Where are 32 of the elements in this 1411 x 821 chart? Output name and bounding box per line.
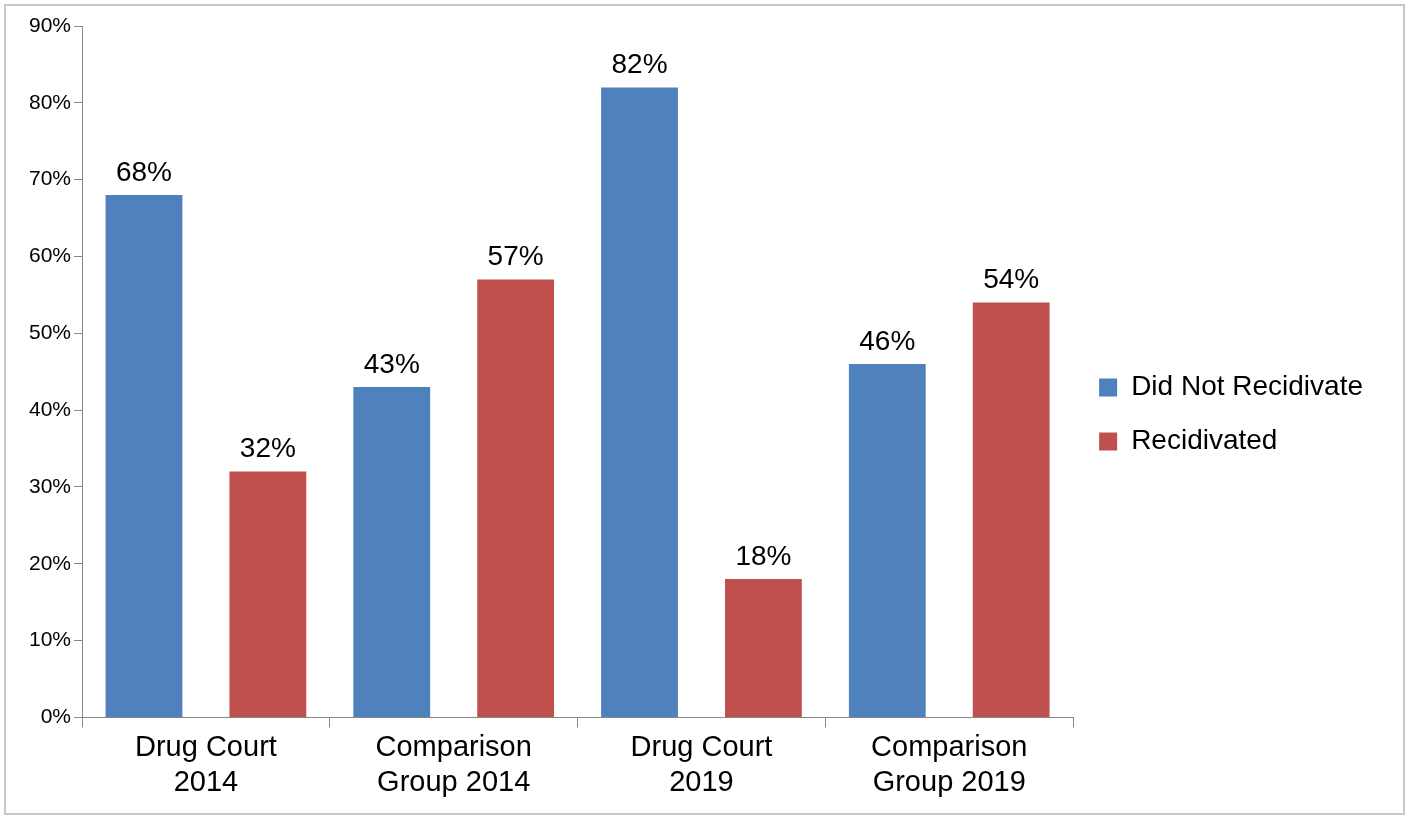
x-tick-label: Comparison Group 2019 <box>871 729 1028 797</box>
bar <box>601 87 678 717</box>
y-tick-label: 70% <box>29 166 72 190</box>
y-tick-label: 90% <box>29 12 72 36</box>
x-tick-label: Drug Court 2014 <box>135 729 277 797</box>
data-label: 46% <box>859 324 916 356</box>
bar <box>848 364 926 717</box>
y-tick-label: 20% <box>29 550 72 574</box>
data-label: 43% <box>363 347 420 379</box>
y-tick-label: 0% <box>40 704 72 728</box>
data-label: 18% <box>735 539 792 571</box>
data-label: 57% <box>487 240 544 272</box>
legend-label: Did Not Recidivate <box>1131 370 1363 402</box>
bar <box>725 579 802 717</box>
data-label: 54% <box>983 263 1040 295</box>
data-label: 68% <box>115 155 172 187</box>
data-label: 82% <box>611 48 668 80</box>
data-label: 32% <box>239 432 296 464</box>
y-tick-label: 40% <box>29 396 72 420</box>
x-tick-label: Comparison Group 2014 <box>375 729 532 797</box>
bar <box>477 279 555 717</box>
y-tick-label: 80% <box>29 89 72 113</box>
y-tick-label: 10% <box>29 627 72 651</box>
x-tick-label: Drug Court 2019 <box>630 729 773 797</box>
bar <box>229 471 307 717</box>
legend-label: Recidivated <box>1131 424 1278 456</box>
y-tick-label: 30% <box>29 473 72 497</box>
y-tick-label: 60% <box>29 243 72 267</box>
bar <box>972 302 1050 717</box>
bar <box>105 195 183 717</box>
y-tick-label: 50% <box>29 320 72 344</box>
bar <box>353 387 431 717</box>
